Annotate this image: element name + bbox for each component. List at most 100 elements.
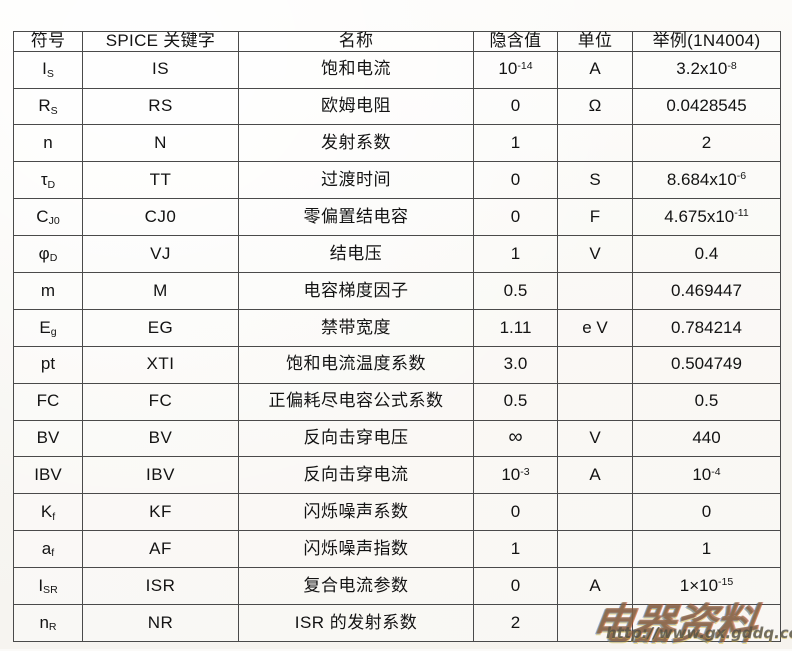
cell-spice-keyword: ISR xyxy=(82,567,239,606)
cell-example-value: 440 xyxy=(632,419,781,458)
symbol-subscript: g xyxy=(50,326,57,339)
cell-symbol: n xyxy=(13,124,83,163)
cell-spice-keyword: IS xyxy=(82,50,239,89)
cell-parameter-name: 结电压 xyxy=(238,235,474,274)
cell-default-value: 10-14 xyxy=(473,50,558,89)
cell-unit: A xyxy=(557,50,633,89)
cell-symbol: IBV xyxy=(13,456,83,495)
cell-parameter-name: ISR 的发射系数 xyxy=(238,604,474,642)
cell-example-value: 10-4 xyxy=(632,456,781,495)
exponent: -15 xyxy=(718,576,734,589)
cell-parameter-name: 饱和电流 xyxy=(238,50,474,89)
table-row: m M 电容梯度因子 0.5 0.469447 xyxy=(13,272,781,310)
cell-parameter-name: 零偏置结电容 xyxy=(238,198,474,237)
cell-unit: A xyxy=(557,456,633,495)
table-row: nR NR ISR 的发射系数 2 xyxy=(13,604,781,642)
cell-default-value: 1 xyxy=(473,235,558,274)
exponent: -3 xyxy=(520,465,530,478)
column-header-example: 举例(1N4004) xyxy=(632,31,781,52)
cell-unit xyxy=(557,382,633,421)
cell-spice-keyword: CJ0 xyxy=(82,198,239,237)
cell-example-value: 2 xyxy=(632,124,781,163)
cell-unit: V xyxy=(557,235,633,274)
cell-unit xyxy=(557,530,633,569)
cell-spice-keyword: KF xyxy=(82,493,239,532)
table-row: RS RS 欧姆电阻 0 Ω 0.0428545 xyxy=(13,87,781,126)
exponent: -11 xyxy=(734,207,749,220)
symbol-subscript: f xyxy=(51,547,55,560)
cell-unit xyxy=(557,272,633,310)
column-header-symbol: 符号 xyxy=(13,31,83,52)
table-row: ISR ISR 复合电流参数 0 A 1×10-15 xyxy=(13,567,781,606)
table-row: φD VJ 结电压 1 V 0.4 xyxy=(13,235,781,274)
table-header: 符号 SPICE 关键字 名称 隐含值 单位 举例(1N4004) xyxy=(13,31,781,52)
table-row: n N 发射系数 1 2 xyxy=(13,124,781,163)
table-header-row: 符号 SPICE 关键字 名称 隐含值 单位 举例(1N4004) xyxy=(13,31,781,52)
cell-spice-keyword: RS xyxy=(82,87,239,126)
cell-unit: V xyxy=(557,419,633,458)
cell-unit xyxy=(557,124,633,163)
column-header-name: 名称 xyxy=(238,31,474,52)
cell-symbol: IS xyxy=(13,50,83,89)
cell-spice-keyword: XTI xyxy=(82,345,239,384)
cell-symbol: ISR xyxy=(13,567,83,606)
cell-default-value: 0 xyxy=(473,493,558,532)
table-row: τD TT 过渡时间 0 S 8.684x10-6 xyxy=(13,161,781,200)
cell-symbol: φD xyxy=(13,235,83,274)
cell-symbol: BV xyxy=(13,419,83,458)
cell-example-value: 3.2x10-8 xyxy=(632,50,781,89)
exponent: -4 xyxy=(711,465,721,478)
cell-spice-keyword: FC xyxy=(82,382,239,421)
cell-unit xyxy=(557,493,633,532)
cell-default-value: 0 xyxy=(473,161,558,200)
cell-spice-keyword: VJ xyxy=(82,235,239,274)
cell-example-value: 0.4 xyxy=(632,235,781,274)
cell-symbol: Kf xyxy=(13,493,83,532)
table-row: Eg EG 禁带宽度 1.11 e V 0.784214 xyxy=(13,308,781,347)
cell-parameter-name: 电容梯度因子 xyxy=(238,272,474,310)
cell-parameter-name: 饱和电流温度系数 xyxy=(238,345,474,384)
cell-default-value: 1.11 xyxy=(473,308,558,347)
table-container: 符号 SPICE 关键字 名称 隐含值 单位 举例(1N4004) IS IS 饱和… xyxy=(13,31,781,642)
cell-symbol: nR xyxy=(13,604,83,642)
infinity-glyph: ∞ xyxy=(508,426,523,449)
cell-symbol: RS xyxy=(13,87,83,126)
cell-example-value: 1×10-15 xyxy=(632,567,781,606)
cell-default-value: 10-3 xyxy=(473,456,558,495)
cell-spice-keyword: BV xyxy=(82,419,239,458)
cell-spice-keyword: N xyxy=(82,124,239,163)
cell-default-value: 1 xyxy=(473,124,558,163)
cell-spice-keyword: NR xyxy=(82,604,239,642)
cell-example-value: 0 xyxy=(632,493,781,532)
exponent: -6 xyxy=(736,170,747,183)
cell-parameter-name: 复合电流参数 xyxy=(238,567,474,606)
symbol-subscript: D xyxy=(49,252,58,265)
cell-default-value: 0.5 xyxy=(473,272,558,310)
cell-symbol: τD xyxy=(13,161,83,200)
cell-unit: F xyxy=(557,198,633,237)
cell-example-value: 4.675x10-11 xyxy=(632,198,781,237)
cell-parameter-name: 反向击穿电流 xyxy=(238,456,474,495)
table-row: IBV IBV 反向击穿电流 10-3 A 10-4 xyxy=(13,456,781,495)
cell-symbol: CJ0 xyxy=(13,198,83,237)
cell-symbol: af xyxy=(13,530,83,569)
cell-parameter-name: 发射系数 xyxy=(238,124,474,163)
column-header-unit: 单位 xyxy=(557,31,633,52)
spice-parameter-table: 符号 SPICE 关键字 名称 隐含值 单位 举例(1N4004) IS IS 饱和… xyxy=(13,31,781,642)
cell-spice-keyword: TT xyxy=(82,161,239,200)
cell-default-value: 1 xyxy=(473,530,558,569)
symbol-subscript: D xyxy=(47,178,56,191)
cell-default-value: 0.5 xyxy=(473,382,558,421)
cell-example-value: 8.684x10-6 xyxy=(632,161,781,200)
exponent: -14 xyxy=(517,59,533,72)
cell-unit: S xyxy=(557,161,633,200)
cell-default-value: 2 xyxy=(473,604,558,642)
table-row: BV BV 反向击穿电压 ∞ V 440 xyxy=(13,419,781,458)
cell-spice-keyword: AF xyxy=(82,530,239,569)
cell-unit: Ω xyxy=(557,87,633,126)
cell-symbol: pt xyxy=(13,345,83,384)
cell-parameter-name: 闪烁噪声系数 xyxy=(238,493,474,532)
cell-default-value: 0 xyxy=(473,198,558,237)
cell-unit xyxy=(557,345,633,384)
cell-parameter-name: 禁带宽度 xyxy=(238,308,474,347)
